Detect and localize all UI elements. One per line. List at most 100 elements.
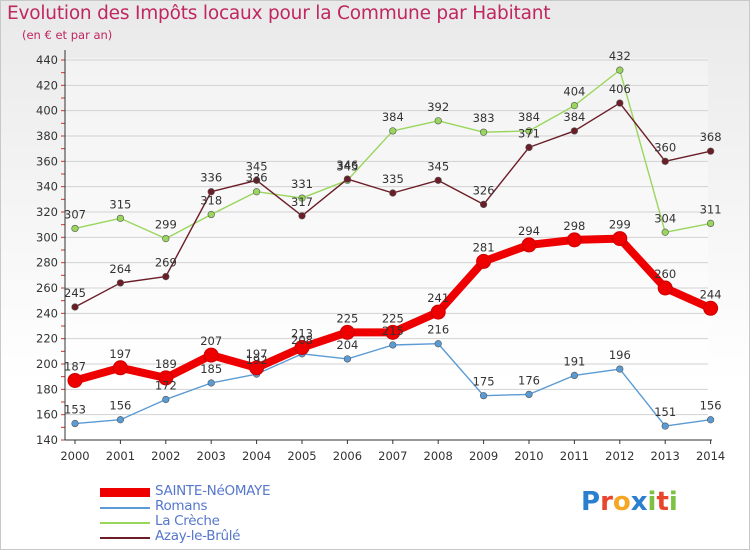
legend-item-azay-le-brule: Azay-le-Brûlé: [100, 528, 340, 545]
data-label-sainte-neomaye: 299: [609, 218, 631, 232]
data-point-sainte-neomaye: [566, 232, 582, 248]
data-point-azay-le-brule: [616, 99, 624, 107]
data-label-la-creche: 311: [700, 202, 722, 216]
logo-letter: x: [630, 487, 648, 517]
data-label-la-creche: 331: [291, 177, 313, 191]
data-point-la-creche: [525, 127, 533, 135]
data-label-la-creche: 307: [64, 207, 86, 221]
x-tick-label: 2012: [605, 449, 634, 463]
y-tick-label: 400: [36, 104, 58, 118]
data-point-sainte-neomaye: [430, 304, 446, 320]
data-point-romans: [616, 365, 624, 373]
y-tick-label: 180: [36, 382, 58, 396]
data-point-sainte-neomaye: [67, 372, 83, 388]
data-point-sainte-neomaye: [612, 231, 628, 247]
data-label-romans: 151: [654, 405, 676, 419]
x-tick-label: 2002: [151, 449, 180, 463]
data-label-sainte-neomaye: 281: [473, 240, 495, 254]
data-label-la-creche: 384: [518, 110, 540, 124]
data-point-azay-le-brule: [162, 273, 170, 281]
data-point-la-creche: [706, 219, 715, 227]
y-tick-label: 160: [36, 408, 58, 422]
data-label-azay-le-brule: 368: [700, 130, 722, 144]
data-label-azay-le-brule: 406: [609, 82, 631, 96]
data-point-la-creche: [298, 194, 306, 202]
y-tick-label: 300: [36, 230, 58, 244]
data-point-romans: [570, 371, 579, 380]
data-point-azay-le-brule: [389, 189, 397, 197]
data-label-romans: 156: [109, 399, 131, 413]
data-point-azay-le-brule: [343, 175, 352, 183]
data-label-romans: 208: [291, 333, 313, 347]
x-tick-label: 2005: [287, 449, 316, 463]
legend-label-azay-le-brule: Azay-le-Brûlé: [155, 528, 241, 544]
y-tick-label: 380: [36, 129, 58, 143]
data-label-la-creche: 336: [246, 171, 268, 185]
x-tick-label: 2000: [60, 449, 89, 463]
data-label-sainte-neomaye: 294: [518, 224, 540, 238]
data-label-azay-le-brule: 371: [518, 126, 540, 140]
data-label-azay-le-brule: 360: [654, 140, 676, 154]
data-label-azay-le-brule: 264: [109, 262, 131, 276]
data-point-azay-le-brule: [661, 157, 669, 165]
legend-item-sainte-neomaye: SAINTE-NéOMAYE: [100, 483, 340, 500]
x-tick-label: 2003: [197, 449, 226, 463]
data-label-romans: 172: [155, 378, 177, 392]
data-point-la-creche: [389, 127, 397, 135]
data-label-la-creche: 318: [200, 194, 222, 208]
data-label-romans: 176: [518, 373, 540, 387]
data-label-la-creche: 299: [155, 218, 177, 232]
y-tick-label: 280: [36, 256, 58, 270]
data-label-romans: 153: [64, 403, 86, 417]
data-label-azay-le-brule: 345: [427, 159, 449, 173]
data-point-azay-le-brule: [298, 212, 306, 220]
data-label-romans: 156: [700, 399, 722, 413]
data-point-azay-le-brule: [434, 176, 442, 184]
data-label-romans: 216: [427, 323, 449, 337]
logo-letter: P: [581, 487, 601, 517]
data-label-sainte-neomaye: 187: [64, 359, 86, 373]
data-point-sainte-neomaye: [158, 370, 174, 386]
data-label-sainte-neomaye: 213: [291, 327, 313, 341]
legend-swatch-sainte-neomaye: [100, 488, 150, 497]
x-tick-label: 2008: [424, 449, 453, 463]
data-point-romans: [706, 416, 715, 424]
logo-letter: r: [600, 487, 613, 517]
x-tick-label: 2006: [333, 449, 362, 463]
data-label-sainte-neomaye: 225: [382, 311, 404, 325]
data-point-sainte-neomaye: [657, 280, 673, 296]
data-label-sainte-neomaye: 225: [336, 311, 358, 325]
data-label-azay-le-brule: 326: [473, 183, 495, 197]
data-point-azay-le-brule: [253, 176, 261, 184]
data-point-romans: [525, 390, 533, 399]
data-label-la-creche: 404: [563, 85, 585, 99]
data-point-sainte-neomaye: [385, 324, 401, 340]
data-point-sainte-neomaye: [203, 347, 219, 363]
data-point-la-creche: [480, 128, 488, 136]
data-label-la-creche: 315: [109, 197, 131, 211]
data-point-azay-le-brule: [116, 279, 124, 287]
data-label-romans: 175: [473, 375, 495, 389]
legend-label-sainte-neomaye: SAINTE-NéOMAYE: [155, 483, 271, 499]
chart-title: Evolution des Impôts locaux pour la Comm…: [7, 3, 551, 24]
x-tick-label: 2007: [378, 449, 407, 463]
data-label-sainte-neomaye: 189: [155, 357, 177, 371]
data-point-la-creche: [116, 214, 124, 222]
data-label-la-creche: 383: [473, 111, 495, 125]
data-point-azay-le-brule: [570, 127, 579, 135]
data-point-romans: [480, 392, 488, 400]
legend-label-la-creche: La Crèche: [155, 513, 220, 529]
legend-swatch-romans: [100, 507, 150, 509]
data-label-la-creche: 304: [654, 211, 676, 225]
y-tick-label: 260: [36, 281, 58, 295]
data-label-sainte-neomaye: 197: [109, 347, 131, 361]
y-tick-label: 140: [36, 433, 58, 447]
data-label-sainte-neomaye: 197: [246, 347, 268, 361]
proxiti-logo: Proxiti: [581, 487, 691, 523]
logo-letter: i: [668, 487, 678, 517]
data-label-azay-le-brule: 335: [382, 172, 404, 186]
data-point-sainte-neomaye: [294, 340, 310, 356]
y-tick-label: 420: [36, 78, 58, 92]
data-point-romans: [343, 355, 352, 363]
